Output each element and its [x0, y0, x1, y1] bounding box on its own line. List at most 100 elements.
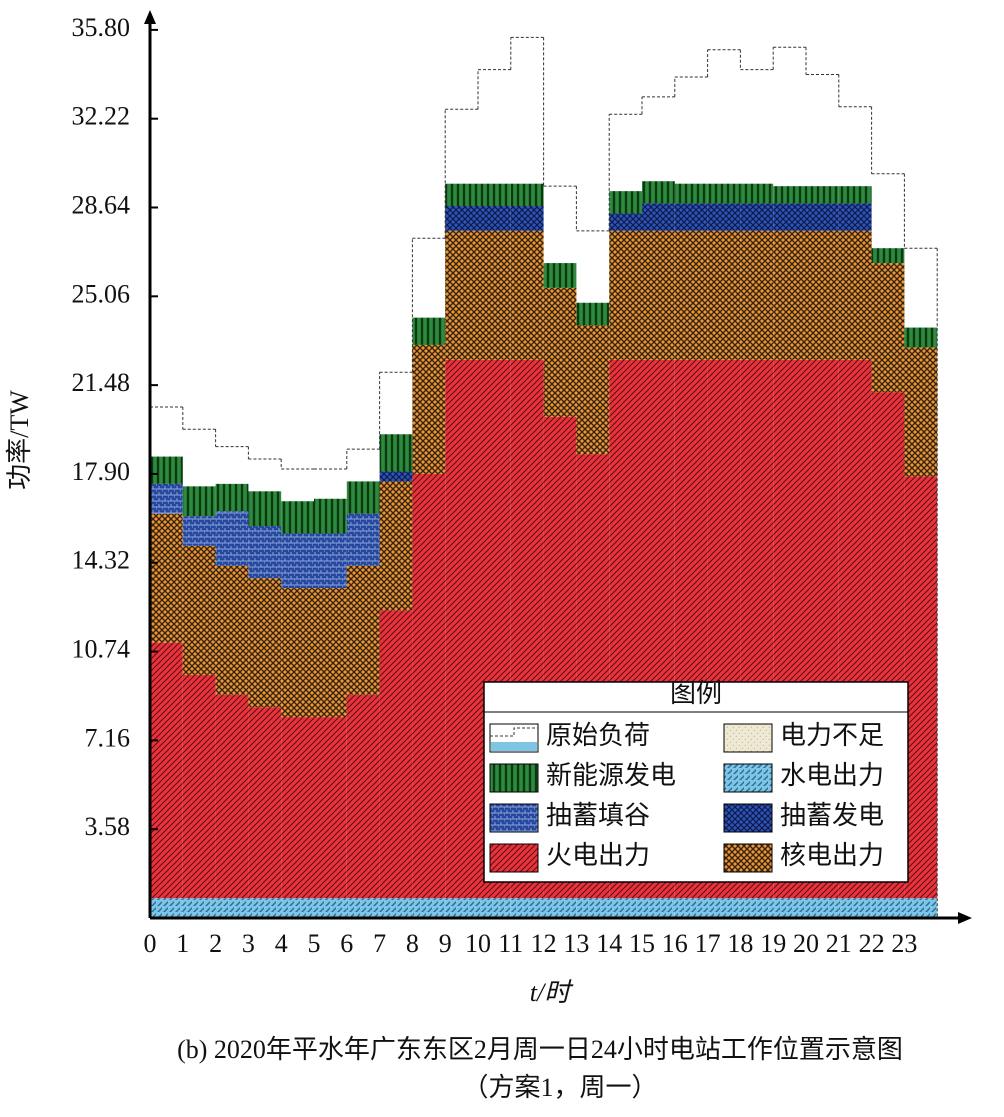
area-step: [642, 203, 675, 231]
y-axis-label: 功率/TW: [5, 390, 34, 490]
x-tick-label: 15: [629, 929, 655, 958]
x-tick-label: 3: [242, 929, 255, 958]
area-step: [871, 263, 905, 393]
y-tick-label: 3.58: [85, 812, 131, 841]
area-step: [806, 898, 839, 918]
area-step: [281, 533, 314, 589]
area-step: [478, 230, 511, 360]
area-step: [773, 186, 806, 204]
area-step: [215, 483, 249, 512]
legend-swatch: [723, 723, 773, 753]
legend-label: 原始负荷: [546, 721, 650, 750]
area-step: [576, 302, 610, 326]
caption: （方案1，周一）: [462, 1073, 657, 1102]
area-step: [445, 206, 478, 231]
area-step: [346, 513, 380, 566]
area-step: [314, 533, 347, 589]
x-tick-label: 12: [531, 929, 557, 958]
area-step: [445, 898, 478, 918]
area-step: [609, 898, 642, 918]
area-step: [150, 642, 183, 899]
area-step: [904, 347, 938, 477]
x-tick-label: 9: [439, 929, 452, 958]
area-step: [248, 578, 282, 708]
area-step: [806, 230, 839, 360]
x-tick-label: 2: [209, 929, 222, 958]
area-step: [871, 248, 905, 264]
area-step: [478, 183, 511, 207]
area-step: [346, 481, 380, 514]
area-step: [871, 898, 905, 918]
area-step: [609, 191, 642, 214]
y-tick-label: 14.32: [72, 546, 131, 575]
area-step: [642, 898, 675, 918]
x-tick-label: 11: [498, 929, 523, 958]
x-tick-label: 19: [760, 929, 786, 958]
area-step: [215, 565, 249, 695]
area-step: [642, 230, 675, 360]
area-step: [281, 501, 314, 534]
x-tick-label: 21: [826, 929, 852, 958]
area-step: [215, 694, 249, 899]
x-tick-label: 23: [891, 929, 917, 958]
y-tick-label: 17.90: [72, 457, 131, 486]
area-step: [281, 898, 314, 918]
legend-box: [483, 681, 909, 883]
area-step: [215, 511, 249, 566]
legend-swatch-fill: [491, 742, 537, 751]
y-tick-label: 21.48: [72, 368, 131, 397]
area-step: [182, 674, 216, 899]
y-tick-label: 32.22: [72, 102, 131, 131]
area-step: [215, 898, 249, 918]
area-step: [379, 471, 413, 482]
area-step: [346, 898, 380, 918]
area-step: [510, 183, 544, 207]
area-step: [412, 473, 446, 899]
area-step: [182, 898, 216, 918]
legend-title: 图例: [670, 679, 722, 708]
legend-swatch: [489, 843, 539, 873]
area-step: [510, 206, 544, 231]
area-step: [904, 476, 938, 899]
legend-label: 水电出力: [780, 761, 884, 790]
x-tick-label: 10: [465, 929, 491, 958]
area-step: [740, 230, 774, 360]
x-tick-label: 4: [275, 929, 288, 958]
area-step: [150, 483, 183, 514]
x-axis-label: t/时: [530, 978, 574, 1007]
legend-label: 火电出力: [546, 841, 650, 870]
x-tick-label: 13: [563, 929, 589, 958]
area-step: [379, 610, 413, 899]
area-step: [674, 183, 708, 204]
y-arrow: [144, 10, 156, 24]
area-step: [510, 230, 544, 360]
area-step: [806, 186, 839, 204]
x-tick-label: 8: [406, 929, 419, 958]
legend-label: 电力不足: [780, 721, 884, 750]
area-step: [412, 344, 446, 474]
area-step: [838, 898, 872, 918]
x-tick-label: 14: [596, 929, 622, 958]
area-step: [281, 588, 314, 718]
y-tick-label: 7.16: [85, 723, 131, 752]
area-step: [314, 717, 347, 899]
x-tick-label: 6: [340, 929, 353, 958]
area-step: [314, 588, 347, 718]
legend-swatch-line: [490, 727, 538, 737]
area-step: [182, 545, 216, 675]
area-step: [412, 898, 446, 918]
area-step: [707, 898, 741, 918]
area-step: [543, 263, 577, 288]
area-step: [248, 491, 282, 527]
area-step: [314, 898, 347, 918]
area-step: [346, 694, 380, 899]
area-step: [609, 213, 642, 231]
caption: (b) 2020年平水年广东东区2月周一日24小时电站工作位置示意图: [177, 1035, 903, 1064]
x-tick-label: 5: [308, 929, 321, 958]
area-step: [707, 183, 741, 204]
area-step: [642, 181, 675, 204]
area-step: [379, 481, 413, 611]
area-step: [150, 513, 183, 643]
